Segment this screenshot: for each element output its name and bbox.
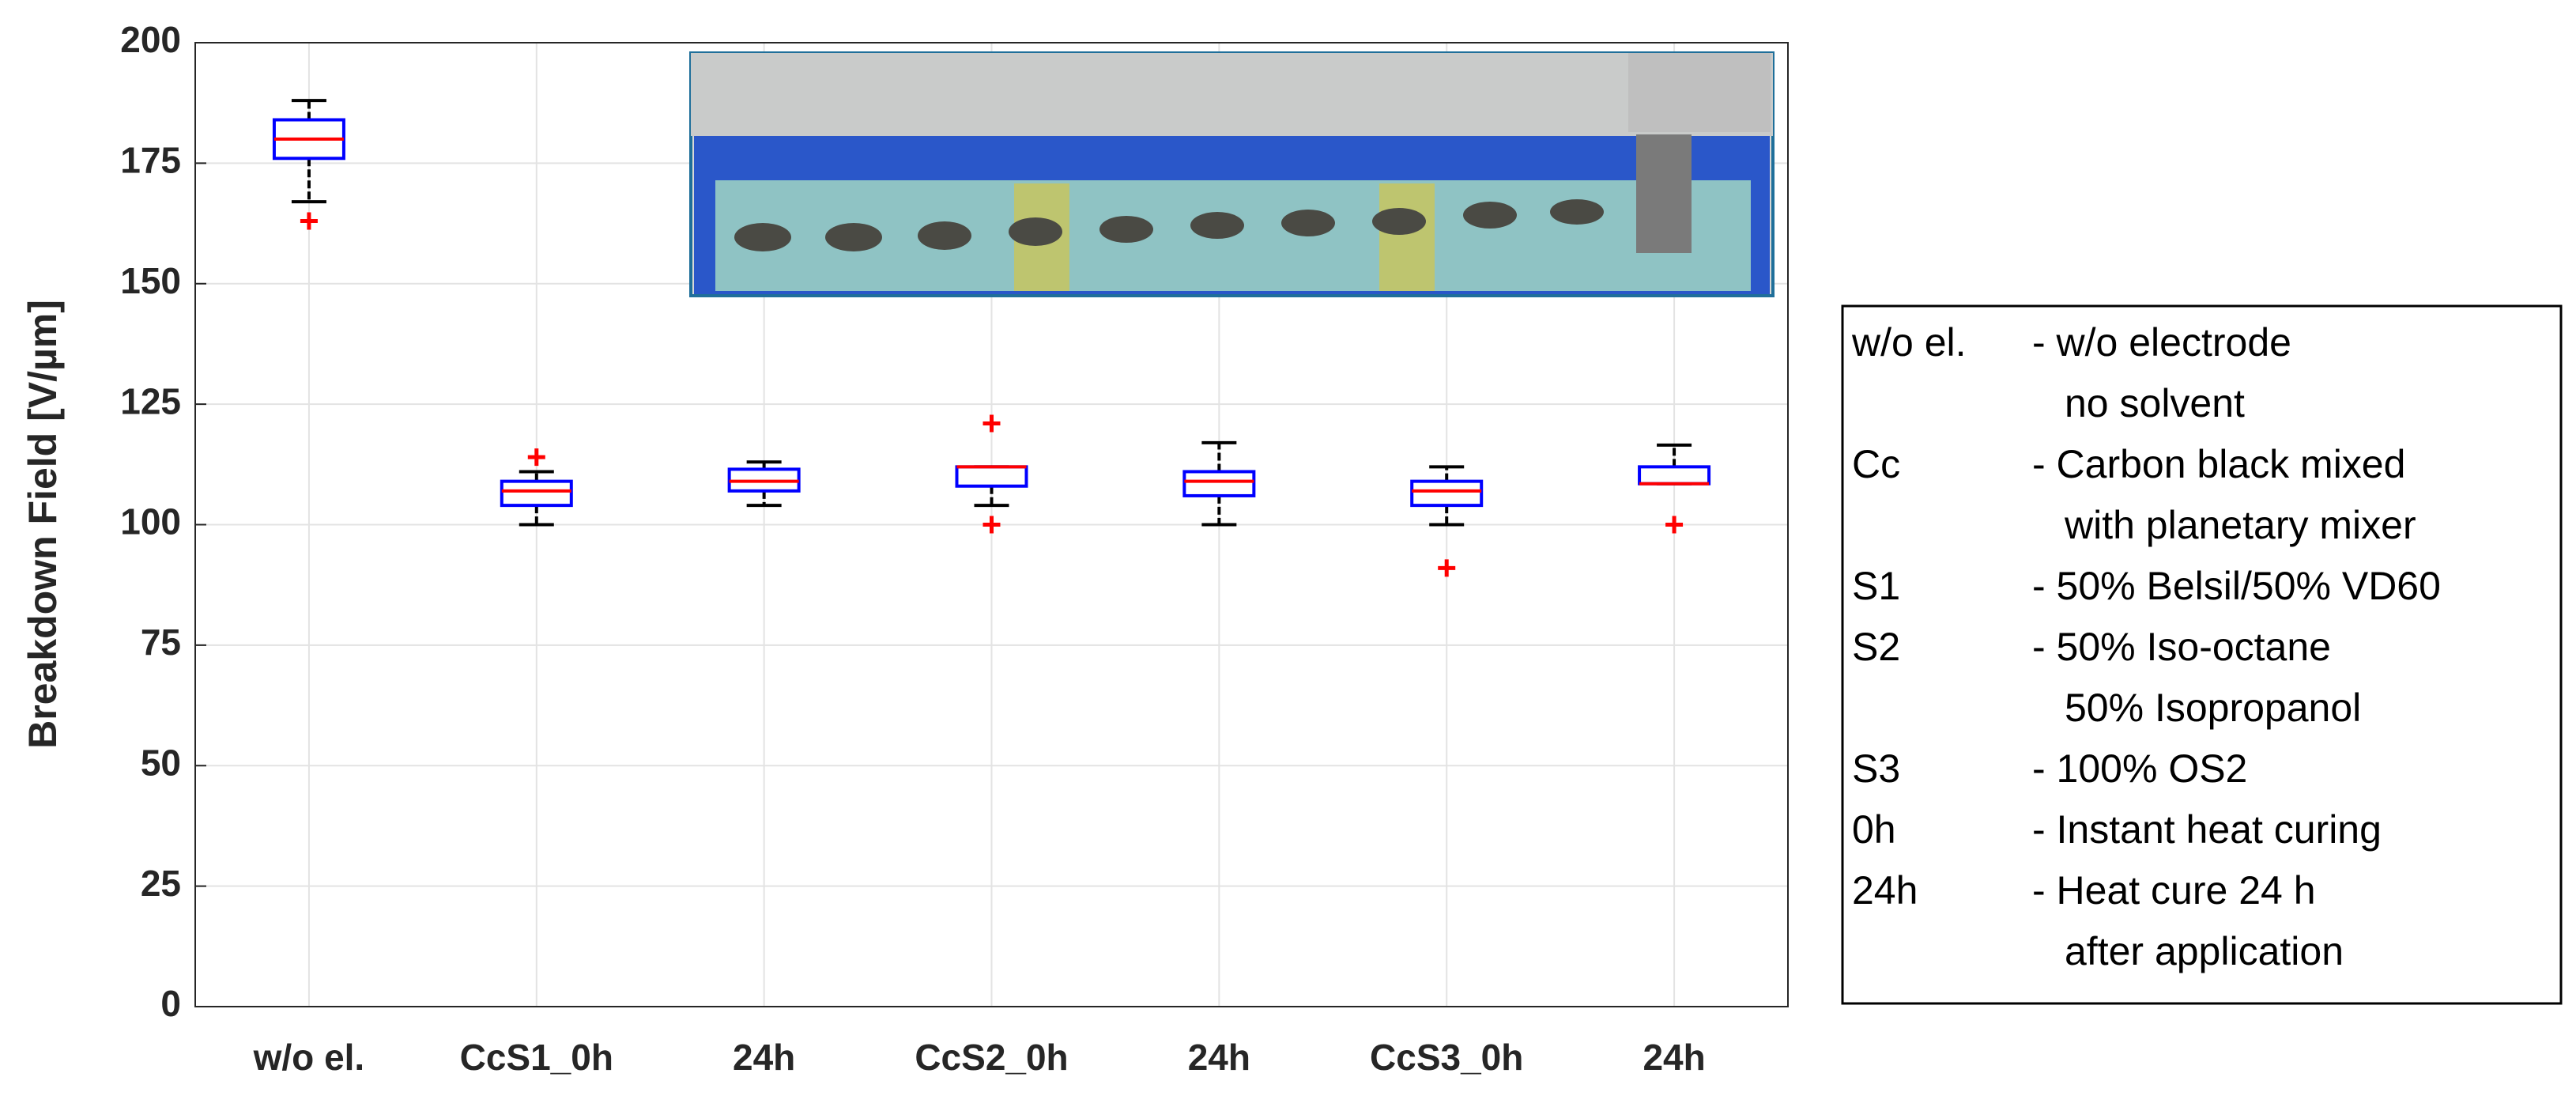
note-key: Cc (1852, 442, 1900, 486)
note-text: no solvent (2065, 381, 2245, 425)
y-tick-label: 25 (141, 863, 181, 904)
outlier (1438, 559, 1456, 577)
outlier (983, 414, 1001, 433)
x-tick-label: w/o el. (253, 1037, 365, 1078)
note-key: S3 (1852, 746, 1900, 791)
y-tick-label: 100 (120, 501, 181, 542)
notes-box (1841, 304, 2563, 1005)
note-key: 24h (1852, 868, 1918, 913)
box (1410, 479, 1484, 508)
box (1638, 465, 1711, 486)
y-tick-label: 200 (120, 19, 181, 60)
outlier (300, 212, 318, 230)
box (500, 479, 573, 508)
outlier (527, 448, 545, 467)
inset-photo (689, 51, 1775, 297)
note-key: S1 (1852, 564, 1900, 608)
note-text: 50% Isopropanol (2065, 686, 2361, 730)
y-tick-label: 50 (141, 742, 181, 783)
photo-samples (734, 199, 1604, 251)
outlier (983, 516, 1001, 534)
photo-tape (1379, 183, 1435, 291)
photo-top (691, 53, 1773, 136)
x-tick-label: CcS2_0h (915, 1037, 1068, 1078)
note-text: - Instant heat curing (2032, 807, 2382, 852)
y-tick-label: 75 (141, 622, 181, 663)
y-tick-label: 150 (120, 260, 181, 301)
note-key: S2 (1852, 625, 1900, 669)
x-tick-label: 24h (1188, 1037, 1250, 1078)
box (1182, 470, 1256, 497)
photo-probe (1628, 53, 1771, 132)
note-text: with planetary mixer (2064, 503, 2416, 547)
note-text: - 50% Belsil/50% VD60 (2032, 564, 2441, 608)
y-tick-label: 175 (120, 140, 181, 181)
y-tick-label: 0 (160, 983, 181, 1024)
note-key: 0h (1852, 807, 1896, 852)
x-tick-label: 24h (1643, 1037, 1705, 1078)
x-tick-label: 24h (733, 1037, 795, 1078)
note-text: - Heat cure 24 h (2032, 868, 2316, 913)
box (955, 465, 1028, 488)
outlier (1665, 516, 1684, 534)
note-text: - w/o electrode (2032, 320, 2291, 365)
photo-probe-tip (1636, 134, 1692, 253)
note-text: after application (2065, 929, 2344, 973)
y-axis-label: Breakdown Field [V/µm] (21, 300, 65, 749)
note-text: - 100% OS2 (2032, 746, 2247, 791)
note-key: w/o el. (1851, 320, 1967, 365)
x-tick-label: CcS1_0h (460, 1037, 613, 1078)
y-tick-label: 125 (120, 380, 181, 421)
x-tick-label: CcS3_0h (1370, 1037, 1523, 1078)
note-text: - 50% Iso-octane (2032, 625, 2331, 669)
note-text: - Carbon black mixed (2032, 442, 2405, 486)
